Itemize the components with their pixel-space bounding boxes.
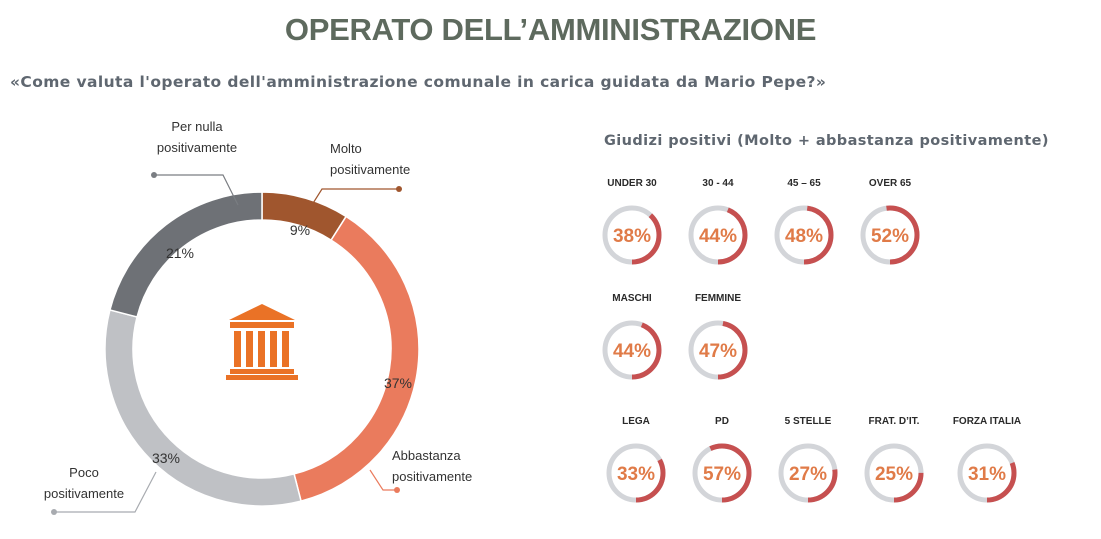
segment-ring-5-stelle: 27% bbox=[778, 443, 838, 503]
donut-slice-per-nulla bbox=[109, 191, 263, 318]
segment-ring-femmine: 47% bbox=[688, 320, 748, 380]
segment-label-30-44: 30 - 44 bbox=[702, 178, 734, 189]
ring-value-arc bbox=[688, 320, 748, 380]
segment-value: 33% bbox=[617, 464, 655, 485]
label-abbastanza-line2: positivamente bbox=[392, 469, 472, 484]
page-title: OPERATO DELL’AMMINISTRAZIONE bbox=[284, 12, 817, 47]
segment-value: 31% bbox=[968, 464, 1006, 485]
segment-value: 47% bbox=[699, 341, 737, 362]
segment-value: 27% bbox=[789, 464, 827, 485]
bank-roof-base bbox=[230, 322, 294, 328]
leader-dot-abbastanza bbox=[394, 487, 400, 493]
segment-value: 38% bbox=[613, 226, 651, 247]
segment-ring-over-65: 52% bbox=[860, 205, 920, 265]
ring-value-arc bbox=[860, 205, 920, 265]
bank-column bbox=[270, 331, 277, 367]
leader-line-molto bbox=[309, 188, 399, 209]
segment-value: 48% bbox=[785, 226, 823, 247]
segment-ring-30-44: 44% bbox=[688, 205, 748, 265]
leader-line-poco bbox=[54, 471, 157, 513]
segment-ring-maschi: 44% bbox=[602, 320, 662, 380]
leader-line-per-nulla bbox=[154, 174, 239, 206]
positive-ratings-title: Giudizi positivi (Molto + abbastanza pos… bbox=[604, 133, 1049, 149]
ring-value-arc bbox=[602, 205, 662, 265]
segment-ring-lega: 33% bbox=[606, 443, 666, 503]
segment-value: 44% bbox=[699, 226, 737, 247]
segment-label-over-65: OVER 65 bbox=[868, 178, 912, 189]
label-poco-line2: positivamente bbox=[44, 486, 124, 501]
segment-label-pd: PD bbox=[715, 416, 729, 427]
label-poco-line1: Poco bbox=[69, 465, 99, 480]
segment-value: 57% bbox=[703, 464, 741, 485]
bank-column bbox=[282, 331, 289, 367]
label-abbastanza-line1: Abbastanza bbox=[392, 448, 461, 463]
pct-label-molto: 9% bbox=[290, 222, 310, 238]
segment-label-forza-italia: FORZA ITALIA bbox=[952, 416, 1022, 427]
pct-label-per-nulla: 21% bbox=[166, 245, 194, 261]
segment-label-femmine: FEMMINE bbox=[694, 293, 742, 304]
segment-label-frat-d-it: FRAT. D’IT. bbox=[868, 416, 920, 427]
main-donut-chart: Per nulla positivamente Molto positivame… bbox=[44, 119, 472, 515]
segment-value: 44% bbox=[613, 341, 651, 362]
segment-ring-forza-italia: 31% bbox=[957, 443, 1017, 503]
segment-label-5-stelle: 5 STELLE bbox=[784, 416, 832, 427]
bank-building-icon bbox=[226, 304, 298, 380]
leader-line-abbastanza bbox=[369, 469, 397, 491]
label-per-nulla-line2: positivamente bbox=[157, 140, 237, 155]
segment-label-maschi: MASCHI bbox=[612, 293, 652, 304]
segment-ring-under-30: 38% bbox=[602, 205, 662, 265]
pct-label-abbastanza: 37% bbox=[384, 375, 412, 391]
bank-column bbox=[234, 331, 241, 367]
leader-dot-poco bbox=[51, 509, 57, 515]
label-per-nulla-line1: Per nulla bbox=[171, 119, 223, 134]
ring-value-arc bbox=[688, 205, 748, 265]
bank-base-step bbox=[230, 369, 294, 374]
segment-ring-45-65: 48% bbox=[774, 205, 834, 265]
leader-dot-per-nulla bbox=[151, 172, 157, 178]
ring-value-arc bbox=[602, 320, 662, 380]
ring-value-arc bbox=[692, 443, 752, 503]
segment-value: 25% bbox=[875, 464, 913, 485]
ring-value-arc bbox=[864, 443, 924, 503]
segment-label-under-30: UNDER 30 bbox=[607, 178, 657, 189]
ring-value-arc bbox=[774, 205, 834, 265]
ring-value-arc bbox=[778, 443, 838, 503]
survey-question: «Come valuta l'operato dell'amministrazi… bbox=[10, 73, 827, 91]
segment-value: 52% bbox=[871, 226, 909, 247]
ring-value-arc bbox=[957, 443, 1017, 503]
bank-roof bbox=[229, 304, 295, 320]
bank-column bbox=[246, 331, 253, 367]
pct-label-poco: 33% bbox=[152, 450, 180, 466]
bank-base-bottom bbox=[226, 375, 298, 380]
label-molto-line1: Molto bbox=[330, 141, 362, 156]
ring-value-arc bbox=[606, 443, 666, 503]
bank-column bbox=[258, 331, 265, 367]
label-molto-line2: positivamente bbox=[330, 162, 410, 177]
segment-ring-frat-d-it: 25% bbox=[864, 443, 924, 503]
segment-label-lega: LEGA bbox=[622, 416, 650, 427]
segment-ring-pd: 57% bbox=[692, 443, 752, 503]
segment-label-45-65: 45 – 65 bbox=[787, 178, 821, 189]
leader-dot-molto bbox=[396, 186, 402, 192]
